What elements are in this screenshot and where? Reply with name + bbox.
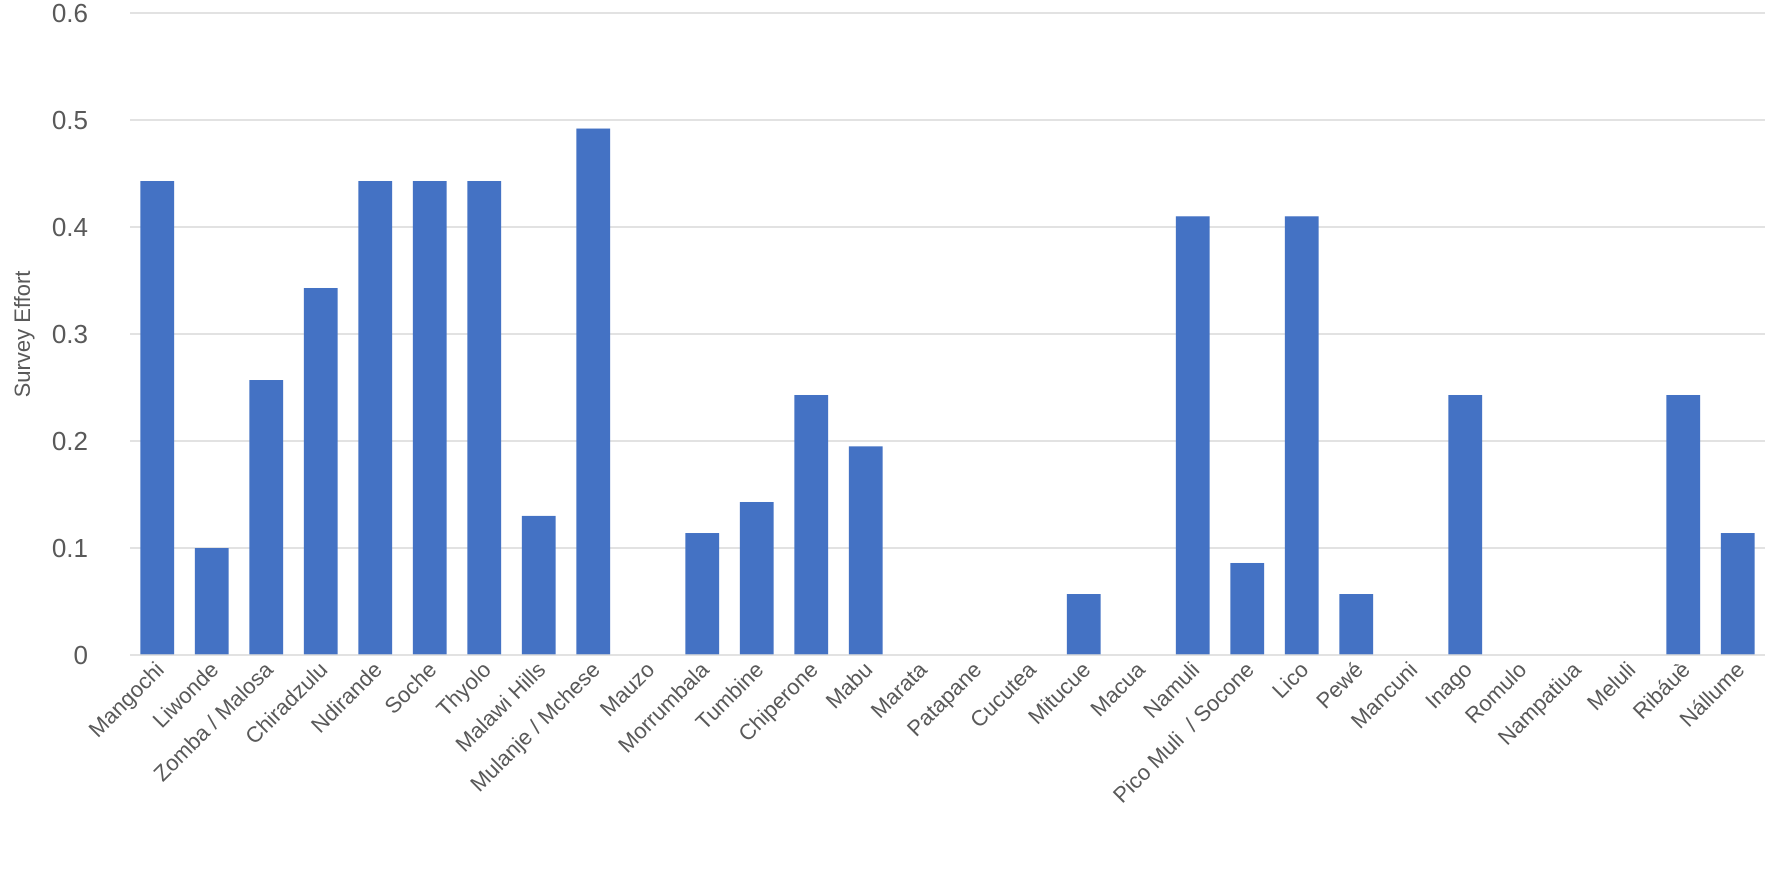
x-tick-label: Soche — [379, 657, 441, 719]
bar — [140, 180, 175, 656]
bar — [412, 180, 447, 656]
y-tick-label: 0 — [74, 640, 88, 670]
y-tick-label: 0.3 — [52, 319, 88, 349]
bar — [1339, 594, 1374, 655]
bar — [794, 394, 829, 655]
x-tick-label: Mitucue — [1023, 657, 1095, 729]
bar — [1666, 394, 1701, 655]
x-tick-label: Macua — [1085, 656, 1150, 721]
bar — [1284, 216, 1319, 656]
x-tick-label: Mangochi — [84, 657, 169, 742]
y-tick-label: 0.5 — [52, 105, 88, 135]
x-tick-label: Lico — [1267, 657, 1313, 703]
bar — [1230, 562, 1265, 655]
y-axis-ticks: 0 0.1 0.2 0.3 0.4 0.5 0.6 — [52, 0, 88, 670]
bar — [1448, 394, 1483, 655]
bar — [358, 180, 393, 656]
bar — [576, 128, 611, 655]
bar — [249, 380, 284, 655]
bar — [303, 287, 338, 655]
gridlines — [130, 12, 1765, 549]
bar — [1066, 594, 1101, 655]
y-tick-label: 0.4 — [52, 212, 88, 242]
bar — [1175, 216, 1210, 656]
bar — [739, 501, 774, 655]
y-axis-title: Survey Effort — [10, 271, 35, 398]
y-tick-label: 0.6 — [52, 0, 88, 28]
bar — [1720, 533, 1755, 655]
y-tick-label: 0.1 — [52, 533, 88, 563]
bar — [467, 180, 502, 656]
bar — [194, 548, 229, 655]
bar — [848, 446, 883, 655]
bar — [685, 533, 720, 655]
bar — [521, 515, 556, 655]
y-tick-label: 0.2 — [52, 426, 88, 456]
bars — [140, 128, 1755, 656]
